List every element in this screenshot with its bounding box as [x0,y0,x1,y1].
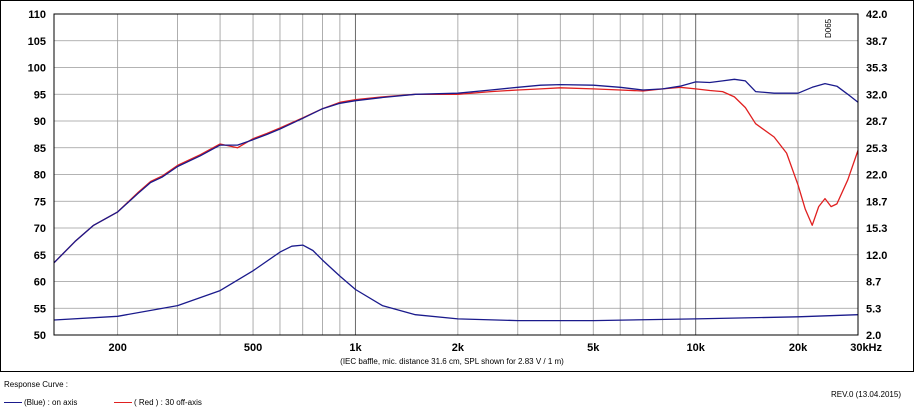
x-axis: 200 500 1k 2k 5k 10k 20k 30kHz [108,342,882,354]
plot-area-border [53,13,859,336]
corner-text: D065 [824,18,833,38]
y-tick-label: 55 [34,303,46,315]
y2-tick-label: 18.7 [866,196,887,208]
y2-tick-label: 38.7 [866,36,887,48]
y2-tick-label: 2.0 [866,330,881,342]
y-tick-label: 85 [34,143,46,155]
y2-tick-label: 12.0 [866,250,887,262]
y-axis-left: 110 105 100 95 90 85 80 75 70 65 60 55 50 [28,9,46,342]
x-tick-label: 2k [452,342,465,354]
y-tick-label: 80 [34,170,46,182]
x-tick-label: 30kHz [850,342,882,354]
y2-tick-label: 35.3 [866,63,887,75]
y-tick-label: 50 [34,330,46,342]
legend-red-label: ( Red ) : 30 off-axis [134,398,202,407]
y-tick-label: 70 [34,223,46,235]
chart-border [0,0,914,372]
x-tick-label: 20k [789,342,808,354]
revision-label: REV.0 (13.04.2015) [831,390,901,399]
y-tick-label: 60 [34,277,46,289]
y-tick-label: 90 [34,116,46,128]
y-tick-label: 100 [28,63,46,75]
legend-blue: (Blue) : on axis [4,398,77,407]
legend-red-swatch [114,402,132,404]
legend-blue-swatch [4,402,22,404]
x-tick-label: 1k [349,342,362,354]
y-tick-label: 110 [28,9,46,21]
series-impedance [53,244,859,322]
grid [54,13,858,336]
x-axis-note: (IEC baffle, mic. distance 31.6 cm, SPL … [340,357,564,366]
y2-tick-label: 28.7 [866,116,887,128]
y-axis-right: 42.0 38.7 35.3 32.0 28.7 25.3 22.0 18.7 15.3 12.0… [866,9,887,342]
x-tick-label: 200 [108,342,126,354]
y-tick-label: 75 [34,196,46,208]
series-on-axis [53,78,859,264]
y2-tick-label: 22.0 [866,170,887,182]
y2-tick-label: 25.3 [866,143,887,155]
x-tick-label: 5k [587,342,600,354]
y2-tick-label: 42.0 [866,9,887,21]
x-tick-label: 500 [244,342,262,354]
x-tick-label: 10k [686,342,705,354]
response-curve-label: Response Curve : [4,380,69,389]
y-tick-label: 65 [34,250,46,262]
legend-red: ( Red ) : 30 off-axis [114,398,202,407]
y2-tick-label: 15.3 [866,223,887,235]
legend-blue-label: (Blue) : on axis [24,398,78,407]
y2-tick-label: 5.3 [866,303,881,315]
y-tick-label: 105 [28,36,46,48]
y-tick-label: 95 [34,89,46,101]
y2-tick-label: 8.7 [866,277,881,289]
series-group [53,78,859,322]
y2-tick-label: 32.0 [866,89,887,101]
series-off-axis [53,86,859,264]
